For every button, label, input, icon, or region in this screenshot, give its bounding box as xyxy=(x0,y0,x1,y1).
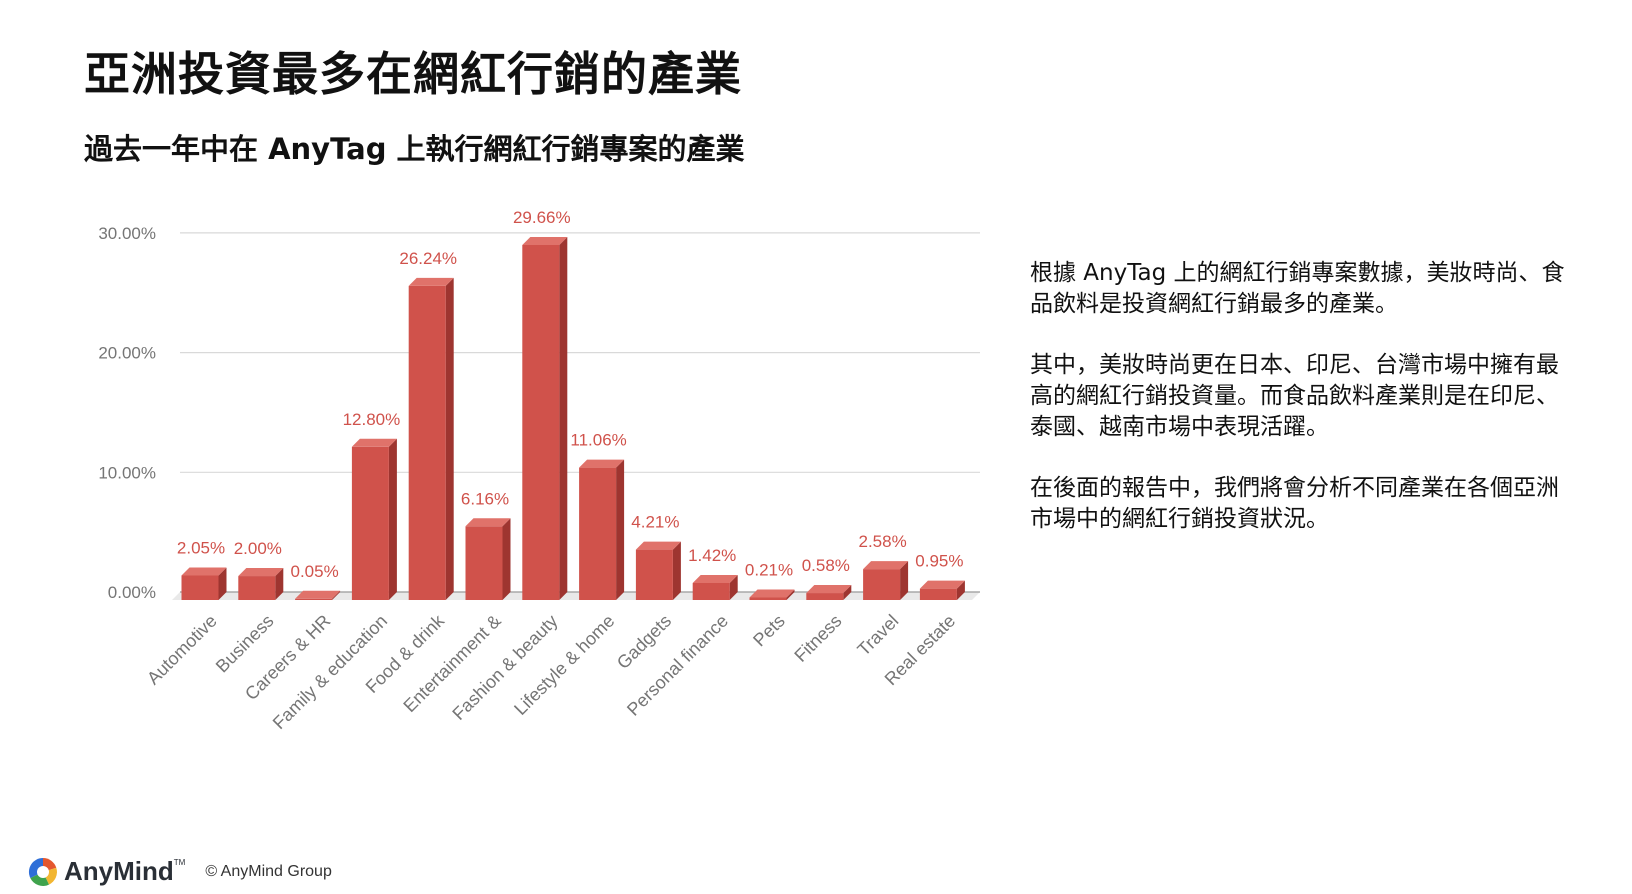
commentary: 根據 AnyTag 上的網紅行銷專案數據，美妝時尚、食品飲料是投資網紅行銷最多的… xyxy=(1030,258,1570,565)
data-label: 0.21% xyxy=(745,560,793,579)
bar-top xyxy=(408,277,454,286)
x-tick-label: Fitness xyxy=(790,611,845,666)
bar-side xyxy=(956,580,965,600)
bar-top xyxy=(579,459,625,468)
data-label: 2.00% xyxy=(234,539,282,558)
bar xyxy=(692,575,738,600)
bar-side xyxy=(502,518,511,600)
bar-front xyxy=(238,576,276,600)
bar xyxy=(863,561,909,600)
logo-wordmark: AnyMind xyxy=(64,856,174,886)
bar xyxy=(238,568,284,600)
bar-side xyxy=(843,585,852,600)
chart-floor xyxy=(172,592,980,600)
x-tick-label: Entertainment & xyxy=(399,611,504,716)
industry-bar-chart: 0.00% 10.00% 20.00% 30.00% 2.05% 2.00% 0.05% 1… xyxy=(98,208,980,733)
commentary-paragraph: 在後面的報告中，我們將會分析不同產業在各個亞洲市場中的網紅行銷投資狀況。 xyxy=(1030,475,1559,532)
bar-top xyxy=(749,589,795,598)
commentary-paragraph: 其中，美妝時尚更在日本、印尼、台灣市場中擁有最高的網紅行銷投資量。而食品飲料產業… xyxy=(1030,352,1559,440)
bar-top xyxy=(238,568,284,577)
bar-top xyxy=(181,567,227,576)
data-label: 12.80% xyxy=(343,410,401,429)
y-tick-label: 10.00% xyxy=(98,463,156,482)
bar-top xyxy=(919,580,965,589)
chart-data-labels: 2.05% 2.00% 0.05% 12.80% 26.24% 6.16% 29.66% 11… xyxy=(177,208,964,581)
x-tick-label: Fashion & beauty xyxy=(448,611,561,724)
bar-front xyxy=(465,526,503,600)
bar-top xyxy=(522,236,568,245)
bar-front xyxy=(181,575,219,600)
bar xyxy=(181,567,227,600)
x-tick-label: Automotive xyxy=(143,611,221,689)
bar-side xyxy=(218,567,227,600)
bar xyxy=(408,277,454,600)
bar-side xyxy=(672,541,681,600)
bar xyxy=(749,589,795,600)
data-label: 11.06% xyxy=(570,431,626,450)
bar-top xyxy=(806,585,852,594)
bar-front xyxy=(295,598,333,600)
bar-side xyxy=(388,438,397,600)
bar-side xyxy=(559,236,568,601)
x-tick-label: Personal finance xyxy=(623,611,732,720)
bar-side xyxy=(275,568,284,600)
bar-front xyxy=(579,467,617,600)
bar-side xyxy=(900,561,909,600)
y-tick-label: 20.00% xyxy=(98,344,156,363)
bar-front xyxy=(635,549,673,600)
y-tick-label: 0.00% xyxy=(108,583,156,602)
bar-front xyxy=(919,588,957,600)
bar xyxy=(351,438,397,600)
bar-top xyxy=(465,518,511,527)
bar-front xyxy=(408,285,446,600)
data-label: 0.95% xyxy=(915,552,963,571)
bar xyxy=(579,459,625,600)
data-label: 1.42% xyxy=(688,546,736,565)
bar-front xyxy=(692,583,730,600)
x-tick-label: Lifestyle & home xyxy=(510,611,618,719)
data-label: 2.58% xyxy=(858,532,906,551)
bar xyxy=(806,585,852,600)
data-label: 0.05% xyxy=(290,562,338,581)
data-label: 29.66% xyxy=(513,208,571,227)
bar-top xyxy=(692,575,738,584)
footer: AnyMind TM © AnyMind Group xyxy=(28,856,332,887)
bar xyxy=(465,518,511,600)
chart-bars xyxy=(181,236,965,601)
data-label: 2.05% xyxy=(177,538,225,557)
copyright-text: © AnyMind Group xyxy=(205,862,332,880)
x-tick-label: Travel xyxy=(853,611,902,660)
bar-top xyxy=(635,541,681,550)
x-tick-label: Pets xyxy=(749,611,789,651)
data-label: 6.16% xyxy=(461,489,509,508)
bar-top xyxy=(351,438,397,447)
data-label: 4.21% xyxy=(631,513,679,532)
bar-side xyxy=(445,277,454,600)
bar xyxy=(295,590,341,600)
bar xyxy=(919,580,965,600)
anymind-logo-icon xyxy=(28,857,57,886)
bar-side xyxy=(616,459,625,600)
bar-front xyxy=(522,244,560,601)
page-title: 亞洲投資最多在網紅行銷的產業 xyxy=(84,47,742,101)
bar-side xyxy=(786,589,795,600)
bar xyxy=(522,236,568,601)
logo-trademark: TM xyxy=(173,858,186,867)
bar-front xyxy=(351,446,389,600)
commentary-paragraph: 根據 AnyTag 上的網紅行銷專案數據，美妝時尚、食品飲料是投資網紅行銷最多的… xyxy=(1030,260,1565,317)
y-tick-label: 30.00% xyxy=(98,224,156,243)
bar-front xyxy=(749,597,787,600)
bar-front xyxy=(806,593,844,600)
y-axis-ticks: 0.00% 10.00% 20.00% 30.00% xyxy=(98,224,156,602)
bar-top xyxy=(295,590,341,599)
data-label: 0.58% xyxy=(802,556,850,575)
bar xyxy=(635,541,681,600)
bar-front xyxy=(863,569,901,600)
bar-side xyxy=(729,575,738,600)
bar-side xyxy=(332,590,341,600)
bar-top xyxy=(863,561,909,570)
page-subtitle: 過去一年中在 AnyTag 上執行網紅行銷專案的產業 xyxy=(84,132,745,166)
data-label: 26.24% xyxy=(399,249,457,268)
